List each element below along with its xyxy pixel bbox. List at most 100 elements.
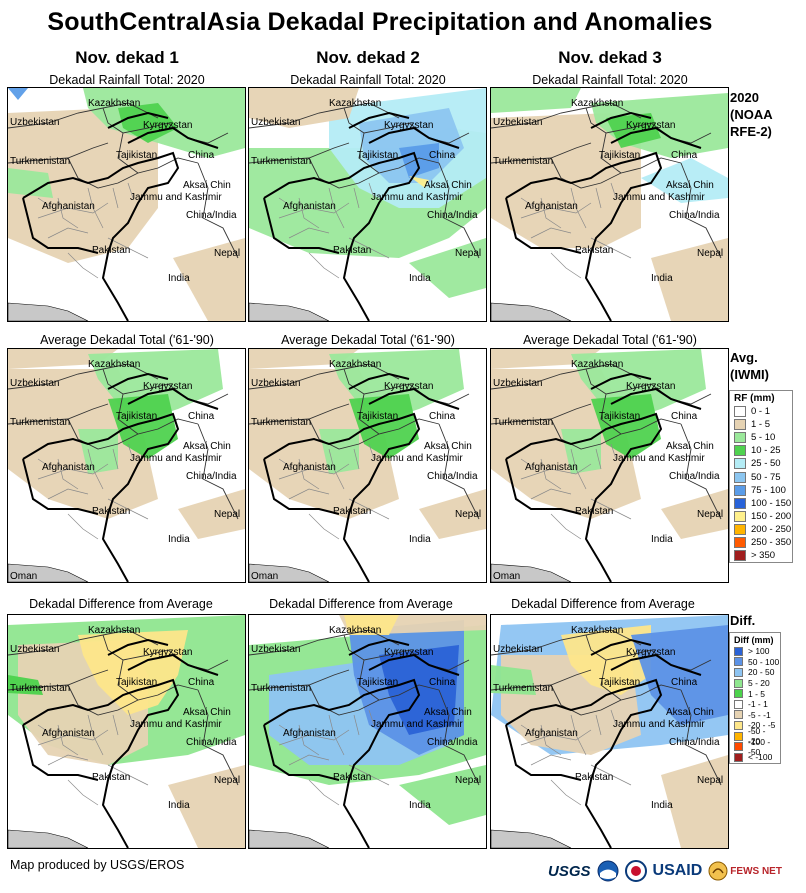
province-border [570,187,587,229]
sea-area [249,563,330,582]
legend-item: 250 - 350 [730,536,792,549]
legend-label: -5 - -1 [748,709,771,720]
legend-label: 50 - 75 [751,471,781,483]
region-outline [505,724,582,781]
region-outline [22,151,180,321]
legend-label: 200 - 250 [751,523,792,535]
country-border [585,368,712,405]
sea-area [491,302,572,321]
legend-item: 50 - 100 [730,657,780,668]
legend-swatch [734,432,746,444]
country-border [8,629,159,656]
map-label-uzbekistan: Uzbekistan [251,378,300,389]
sea-area [491,563,572,582]
map-label-oman: Oman [493,571,520,582]
province-border [540,724,562,756]
province-border [570,448,587,490]
province-border [550,252,582,279]
province-border [278,458,295,470]
province-border [47,488,89,500]
province-border [57,724,79,756]
province-border [368,443,375,460]
legend-item: > 350 [730,549,792,562]
province-border [127,709,134,726]
map-label-china: China [188,150,215,161]
map-label-china: China [671,677,698,688]
country-border [117,132,199,174]
country-border [102,107,229,144]
map-label-afghanistan: Afghanistan [525,728,578,739]
legend-item: -50 - -20 [730,726,780,746]
map-label-aksai-chin: Aksai Chin [183,707,231,718]
province-border [550,779,582,806]
legend-swatch [734,510,746,522]
province-border [308,513,340,540]
province-border [610,709,617,726]
country-border [197,162,239,259]
precip-area [641,158,728,203]
province-border [127,182,134,199]
province-border [353,448,360,470]
map-label-afghanistan: Afghanistan [283,201,336,212]
legend-label: 10 - 25 [751,445,781,457]
map-label-china-india: China/India [427,210,478,221]
legend-label: 5 - 20 [748,678,770,689]
map-label-india: India [651,273,673,284]
precip-area [491,665,536,695]
province-border [530,488,572,500]
province-border [348,498,390,520]
precip-area [249,88,359,128]
map-label-afghanistan: Afghanistan [42,201,95,212]
precip-area [8,88,28,100]
region-outline [263,412,421,582]
country-border [585,107,712,144]
map-avg-dekad-1: Kazakhstan Uzbekistan Kyrgyzstan Turkmenist… [7,348,246,583]
panel-title: Dekadal Rainfall Total: 2020 [290,73,446,87]
country-border [600,393,682,435]
country-border [343,368,470,405]
region-outline [368,126,460,149]
legend-item: 20 - 50 [730,667,780,678]
legend-swatch [734,710,743,720]
legend-swatch [734,484,746,496]
legend-item: 1 - 5 [730,418,792,431]
legend-swatch [734,419,746,431]
map-diff-dekad-2: Kazakhstan Uzbekistan Kyrgyzstan Turkmenist… [248,614,487,849]
map-label-jammu-kashmir: Jammu and Kashmir [613,453,705,464]
precip-area [409,176,429,188]
legend-label: 1 - 5 [748,688,766,699]
region-outline [22,678,180,848]
province-border [112,448,119,470]
legend-label: -20 - -5 [748,720,776,731]
country-border [343,634,470,671]
legend-label: 0 - 1 [751,406,771,418]
legend-label: 75 - 100 [751,484,786,496]
panel-title: Dekadal Rainfall Total: 2020 [49,73,205,87]
country-border [491,102,642,129]
map-label-kyrgyzstan: Kyrgyzstan [384,647,433,658]
province-border [37,202,109,219]
map-label-kyrgyzstan: Kyrgyzstan [384,120,433,131]
row-label-line: Diff. [730,613,756,628]
map-label-kyrgyzstan: Kyrgyzstan [143,381,192,392]
map-label-nepal: Nepal [214,509,240,520]
precip-area [8,168,53,198]
province-border [595,714,602,736]
map-label-turkmenistan: Turkmenistan [493,156,553,167]
sea-area [249,829,330,848]
legend-swatch [734,458,746,470]
map-canvas: Kazakhstan Uzbekistan Kyrgyzstan Turkmenist… [491,88,728,321]
province-border [530,754,572,766]
map-label-tajikistan: Tajikistan [357,150,398,161]
legend-label: 50 - 100 [748,656,780,667]
map-label-turkmenistan: Turkmenistan [10,417,70,428]
precip-area [319,429,359,474]
map-canvas: Kazakhstan Uzbekistan Kyrgyzstan Turkmenist… [491,615,728,848]
sea-area [8,563,89,582]
map-label-kyrgyzstan: Kyrgyzstan [143,647,192,658]
precip-area [78,429,118,474]
province-border [520,463,592,480]
precip-area [561,429,601,474]
legend-item: 1 - 5 [730,688,780,699]
map-diff-dekad-3: Kazakhstan Uzbekistan Kyrgyzstan Turkmenist… [490,614,729,849]
